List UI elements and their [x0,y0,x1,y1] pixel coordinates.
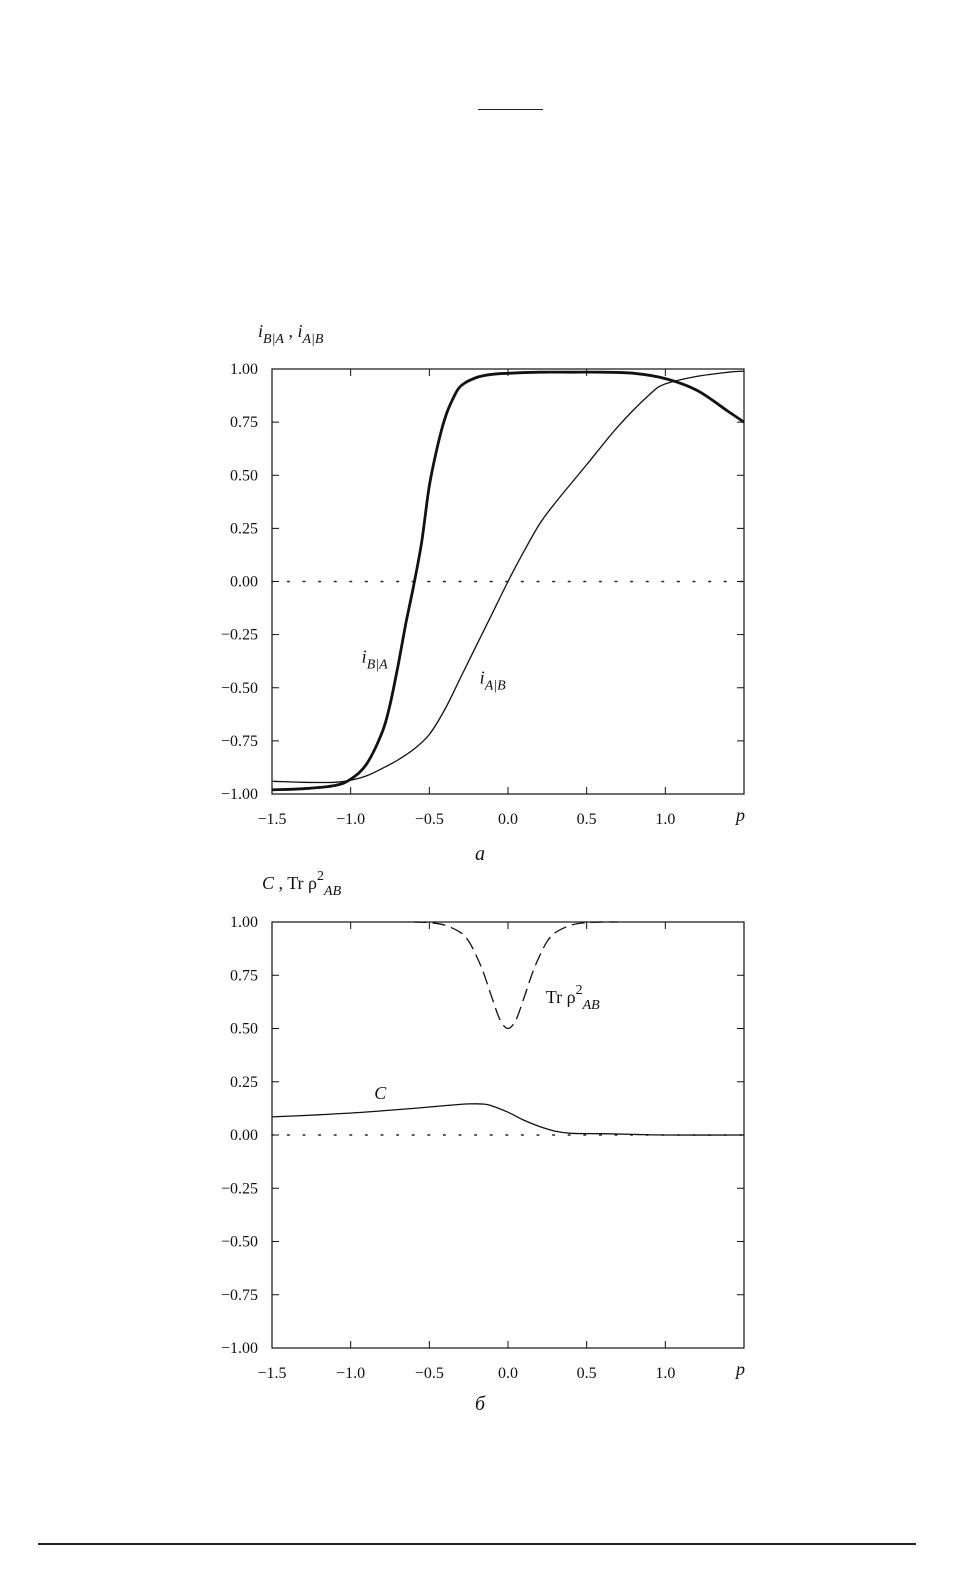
y-tick-label: 0.75 [230,414,258,431]
y-tick-label: −0.50 [221,1234,258,1251]
panel-label: a [475,843,485,865]
x-tick-label: −1.0 [336,1365,365,1382]
x-axis-label: p [734,1359,745,1379]
series-line [413,921,619,1030]
x-tick-label: 0.5 [577,811,597,828]
bottom-rule [38,1543,916,1545]
series-line [271,370,745,784]
x-axis-label: p [734,805,745,825]
y-tick-label: −1.00 [221,786,258,803]
y-tick-label: −0.50 [221,680,258,697]
y-tick-label: −0.25 [221,627,258,644]
y-axis-label: iB|A , iA|B [258,321,324,347]
series-label: C [374,1083,387,1103]
panel-label: б [475,1393,486,1415]
x-tick-label: −1.5 [257,1365,286,1382]
chart-b: 1.00 0.75 0.50 0.25 0.00 −0.25 −0.50 −0.75 −1.00… [221,869,745,1415]
y-tick-label: 0.00 [230,1127,258,1144]
x-tick-label: 1.0 [655,811,675,828]
top-rule [478,109,543,110]
x-tick-label: −0.5 [415,1365,444,1382]
y-tick-label: −1.00 [221,1340,258,1357]
y-axis-label: C , Tr ρ2AB [262,869,342,899]
x-tick-label: 1.0 [655,1365,675,1382]
y-tick-label: 1.00 [230,361,258,378]
y-tick-label: −0.75 [221,1287,258,1304]
y-tick-label: −0.25 [221,1180,258,1197]
x-tick-label: −1.5 [257,811,286,828]
y-tick-label: 1.00 [230,914,258,931]
series-label: iB|A [362,646,388,672]
x-tick-label: −0.5 [415,811,444,828]
series-line [271,370,745,792]
y-tick-label: 0.00 [230,574,258,591]
x-tick-label: 0.0 [498,811,518,828]
series-label: Tr ρ2AB [546,983,600,1013]
chart-a: 1.00 0.75 0.50 0.25 0.00 −0.25 −0.50 −0.75 −1.00… [221,321,745,865]
y-tick-label: 0.25 [230,520,258,537]
chart-b-svg: 1.000.750.500.250.00−0.25−0.50−0.75−1.00… [221,869,745,1415]
y-tick-label: 0.50 [230,1021,258,1038]
y-tick-label: −0.75 [221,733,258,750]
x-tick-label: 0.5 [577,1365,597,1382]
series-line [271,1103,745,1136]
x-tick-label: 0.0 [498,1365,518,1382]
y-tick-label: 0.75 [230,967,258,984]
y-tick-label: 0.25 [230,1074,258,1091]
x-tick-label: −1.0 [336,811,365,828]
y-tick-label: 0.50 [230,467,258,484]
chart-a-svg: 1.000.750.500.250.00−0.25−0.50−0.75−1.00… [221,321,745,865]
series-label: iA|B [480,668,506,694]
